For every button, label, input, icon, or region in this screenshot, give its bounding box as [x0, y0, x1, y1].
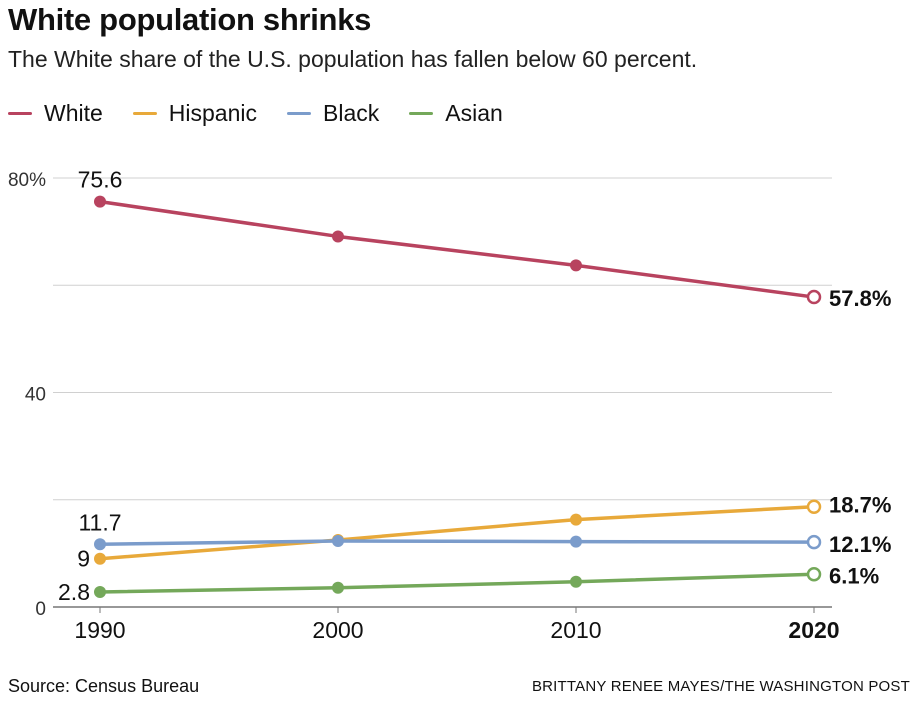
legend-swatch-asian: [409, 112, 434, 115]
end-label-white: 57.8%: [829, 286, 891, 311]
data-point-black: [570, 535, 582, 548]
data-point-hispanic: [94, 552, 106, 565]
data-point-black: [332, 535, 344, 548]
y-tick-label: 40: [25, 385, 46, 406]
series-line-black: [98, 539, 816, 547]
end-label-black: 12.1%: [829, 532, 891, 557]
x-tick-label: 1990: [74, 617, 125, 643]
end-label-hispanic: 18.7%: [829, 493, 891, 518]
series: [94, 195, 822, 598]
data-point-hispanic: [806, 499, 822, 514]
legend-item-hispanic: Hispanic: [132, 100, 258, 127]
chart-title: White population shrinks: [8, 2, 372, 37]
legend-label-black: Black: [323, 100, 380, 126]
x-tick-label: 2010: [550, 617, 601, 643]
legend-label-asian: Asian: [445, 100, 503, 126]
start-label-black: 11.7: [78, 509, 121, 535]
source-note: Source: Census Bureau: [8, 676, 200, 696]
data-point-black: [94, 538, 106, 551]
credit-line: BRITTANY RENEE MAYES/THE WASHINGTON POST: [531, 678, 910, 695]
series-line-white: [98, 199, 816, 299]
series-line-hispanic: [98, 504, 816, 561]
x-tick-label: 2020: [788, 617, 839, 643]
line-chart: 80% 40 0 1990 2000 2010 2020 75.6 57.8% 9 18.7% 11…: [8, 167, 891, 643]
legend-item-black: Black: [287, 100, 379, 127]
legend-label-hispanic: Hispanic: [168, 100, 258, 126]
end-label-asian: 6.1%: [829, 563, 879, 588]
data-point-asian: [332, 581, 344, 594]
start-label-white: 75.6: [78, 167, 123, 193]
y-tick-label: 80%: [8, 170, 46, 191]
start-label-asian: 2.8: [58, 579, 90, 605]
data-point-asian: [94, 585, 106, 598]
x-tick-label: 2000: [312, 617, 363, 643]
data-point-asian: [570, 575, 582, 588]
legend-label-white: White: [44, 100, 103, 126]
data-point-black: [806, 534, 822, 550]
data-labels: 75.6 57.8% 9 18.7% 11.7 12.1% 2.8 6.1%: [58, 167, 891, 605]
legend-swatch-white: [8, 112, 32, 115]
gridlines: [53, 177, 832, 501]
y-tick-label: 0: [35, 599, 46, 620]
legend: White Hispanic Black Asian: [8, 100, 533, 127]
data-point-white: [94, 195, 106, 208]
data-point-white: [570, 259, 582, 272]
legend-item-asian: Asian: [409, 100, 503, 127]
legend-swatch-black: [287, 112, 312, 115]
legend-swatch-hispanic: [132, 112, 157, 115]
chart-subtitle: The White share of the U.S. population h…: [8, 46, 698, 72]
data-point-asian: [806, 567, 822, 582]
legend-item-white: White: [8, 100, 103, 127]
data-point-white: [806, 289, 822, 305]
series-line-asian: [98, 572, 816, 594]
start-label-hispanic: 9: [77, 546, 90, 572]
axes: 80% 40 0 1990 2000 2010 2020: [8, 170, 840, 643]
data-point-white: [332, 230, 344, 243]
data-point-hispanic: [570, 513, 582, 526]
